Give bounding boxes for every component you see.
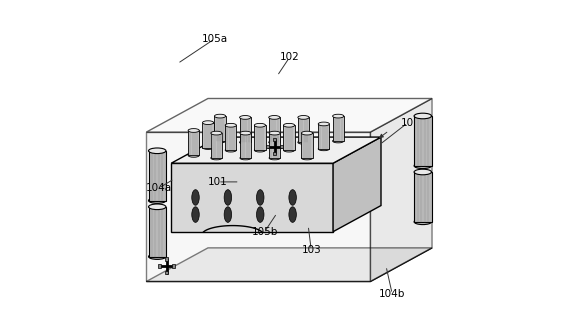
Ellipse shape <box>269 140 280 144</box>
Bar <box>266 145 269 148</box>
Ellipse shape <box>149 198 166 203</box>
Ellipse shape <box>298 140 309 144</box>
Polygon shape <box>284 125 295 150</box>
Polygon shape <box>298 117 309 142</box>
Ellipse shape <box>240 140 251 144</box>
Ellipse shape <box>211 156 222 160</box>
Text: 105b: 105b <box>251 227 278 237</box>
Text: 10: 10 <box>401 118 415 128</box>
Ellipse shape <box>149 148 166 154</box>
Polygon shape <box>149 151 166 201</box>
Ellipse shape <box>192 190 199 205</box>
Ellipse shape <box>269 116 280 119</box>
Ellipse shape <box>414 163 431 169</box>
Bar <box>165 271 168 274</box>
Text: 101: 101 <box>208 177 228 187</box>
Text: 103: 103 <box>302 245 321 255</box>
Polygon shape <box>188 131 199 155</box>
Bar <box>273 138 276 141</box>
Ellipse shape <box>149 204 166 210</box>
Bar <box>273 152 276 155</box>
Ellipse shape <box>298 116 309 119</box>
Ellipse shape <box>211 131 222 135</box>
Bar <box>280 145 283 148</box>
Polygon shape <box>414 172 431 222</box>
Polygon shape <box>149 207 166 257</box>
Ellipse shape <box>214 114 226 118</box>
Ellipse shape <box>254 148 266 152</box>
Polygon shape <box>240 133 251 158</box>
Ellipse shape <box>284 148 295 152</box>
Ellipse shape <box>414 113 431 119</box>
Ellipse shape <box>188 129 199 133</box>
Polygon shape <box>171 163 333 232</box>
Ellipse shape <box>225 148 236 152</box>
Polygon shape <box>146 132 371 281</box>
Ellipse shape <box>302 156 313 160</box>
Polygon shape <box>269 133 280 158</box>
Ellipse shape <box>318 122 329 126</box>
Ellipse shape <box>284 123 295 127</box>
Ellipse shape <box>256 207 264 222</box>
Polygon shape <box>225 125 236 150</box>
Polygon shape <box>318 124 329 149</box>
Polygon shape <box>214 116 226 141</box>
Ellipse shape <box>269 131 280 135</box>
Ellipse shape <box>254 123 266 127</box>
Ellipse shape <box>302 131 313 135</box>
Ellipse shape <box>240 116 251 119</box>
Polygon shape <box>333 137 381 232</box>
Polygon shape <box>203 123 214 148</box>
Polygon shape <box>171 137 381 163</box>
Bar <box>158 264 162 268</box>
Polygon shape <box>269 117 280 142</box>
Ellipse shape <box>224 190 232 205</box>
Ellipse shape <box>269 156 280 160</box>
Polygon shape <box>414 116 431 166</box>
Polygon shape <box>240 117 251 142</box>
Ellipse shape <box>289 190 296 205</box>
Ellipse shape <box>214 139 226 143</box>
Bar <box>165 257 168 261</box>
Ellipse shape <box>240 156 251 160</box>
Bar <box>172 264 175 268</box>
Polygon shape <box>146 99 432 132</box>
Polygon shape <box>302 133 313 158</box>
Ellipse shape <box>318 147 329 151</box>
Ellipse shape <box>240 131 251 135</box>
Text: 104a: 104a <box>146 183 172 193</box>
Polygon shape <box>371 99 432 281</box>
Ellipse shape <box>332 114 344 118</box>
Polygon shape <box>332 116 344 141</box>
Ellipse shape <box>224 207 232 222</box>
Ellipse shape <box>414 169 431 175</box>
Ellipse shape <box>225 123 236 127</box>
Ellipse shape <box>256 190 264 205</box>
Ellipse shape <box>414 219 431 225</box>
Ellipse shape <box>332 139 344 143</box>
Ellipse shape <box>192 207 199 222</box>
Text: 105a: 105a <box>201 34 228 44</box>
Ellipse shape <box>188 154 199 157</box>
Ellipse shape <box>203 146 214 149</box>
Ellipse shape <box>203 121 214 125</box>
Ellipse shape <box>149 254 166 259</box>
Text: 102: 102 <box>280 52 299 62</box>
Ellipse shape <box>289 207 296 222</box>
Polygon shape <box>146 248 432 281</box>
Polygon shape <box>211 133 222 158</box>
Polygon shape <box>254 125 266 150</box>
Text: 104b: 104b <box>379 289 405 299</box>
